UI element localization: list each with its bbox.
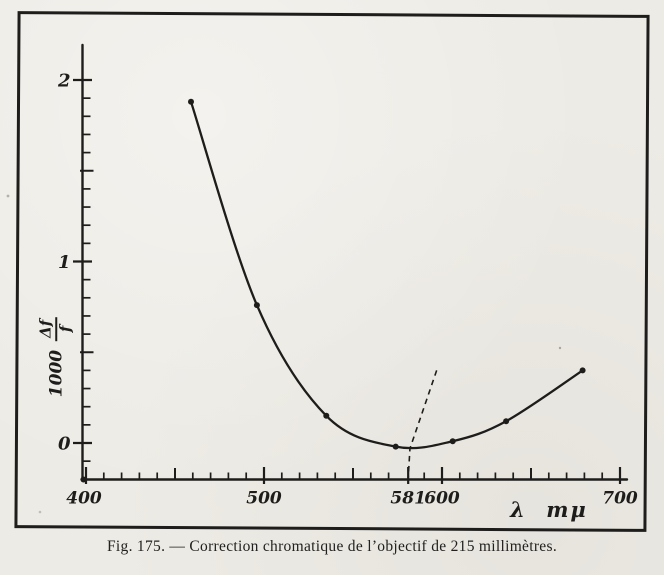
x-tick-label: 600	[424, 489, 460, 509]
data-point	[188, 98, 194, 105]
fraction-numerator: Δf	[36, 316, 57, 341]
x-tick-label: 581	[390, 489, 426, 509]
y-axis-coefficient: 1000	[46, 349, 66, 398]
delta-f-over-f-fraction: Δf f	[36, 316, 74, 341]
x-tick-label: 400	[66, 489, 102, 509]
data-point	[503, 418, 510, 425]
x-tick-label: 500	[246, 489, 282, 509]
y-tick-label: 0	[58, 434, 71, 455]
x-axis-title: λ mμ	[509, 497, 588, 522]
data-point	[449, 438, 456, 445]
plot-border	[14, 11, 650, 532]
y-axis-title: 1000 Δf f	[36, 316, 74, 398]
data-point	[323, 412, 330, 419]
data-point	[392, 443, 399, 450]
fraction-denominator: f	[56, 325, 74, 333]
minimum-dashed-guide	[407, 370, 438, 479]
y-tick-label: 1	[58, 252, 71, 273]
y-tick-label: 2	[57, 71, 71, 92]
data-point	[579, 367, 586, 374]
scan-speck	[6, 194, 10, 198]
data-point	[253, 302, 260, 309]
correction-curve	[189, 100, 584, 450]
x-tick-label: 700	[602, 489, 638, 509]
scan-speck	[38, 510, 42, 514]
scan-speck	[558, 346, 562, 350]
figure-caption: Fig. 175. — Correction chromatique de l’…	[107, 538, 557, 555]
